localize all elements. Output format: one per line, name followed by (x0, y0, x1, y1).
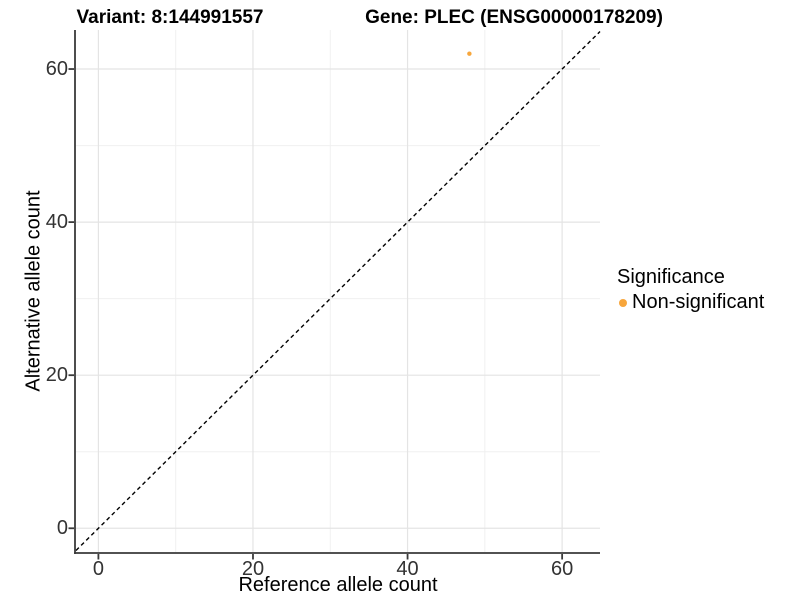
x-tick-label: 40 (396, 558, 419, 580)
x-axis-title: Reference allele count (238, 574, 438, 596)
y-tick-label: 0 (56, 517, 68, 540)
y-tick-label: 60 (45, 58, 68, 81)
legend-entry-label: Non-significant (632, 291, 765, 313)
legend-title: Significance (617, 266, 725, 288)
plot-title-variant: Variant: 8:144991557 (76, 7, 264, 28)
x-tick-label: 0 (92, 558, 104, 580)
y-axis-title: Alternative allele count (22, 190, 45, 392)
legend-entry: Non-significant (617, 291, 764, 314)
legend: Significance Non-significant (617, 266, 764, 314)
x-tick-label: 20 (241, 558, 265, 580)
data-point (467, 51, 472, 56)
y-tick-label: 20 (45, 364, 68, 387)
y-tick-label: 40 (45, 211, 68, 234)
plot-title-gene: Gene: PLEC (ENSG00000178209) (365, 7, 663, 28)
identity-line (75, 31, 601, 551)
legend-point-icon (619, 298, 627, 307)
x-tick-label: 60 (551, 558, 574, 580)
